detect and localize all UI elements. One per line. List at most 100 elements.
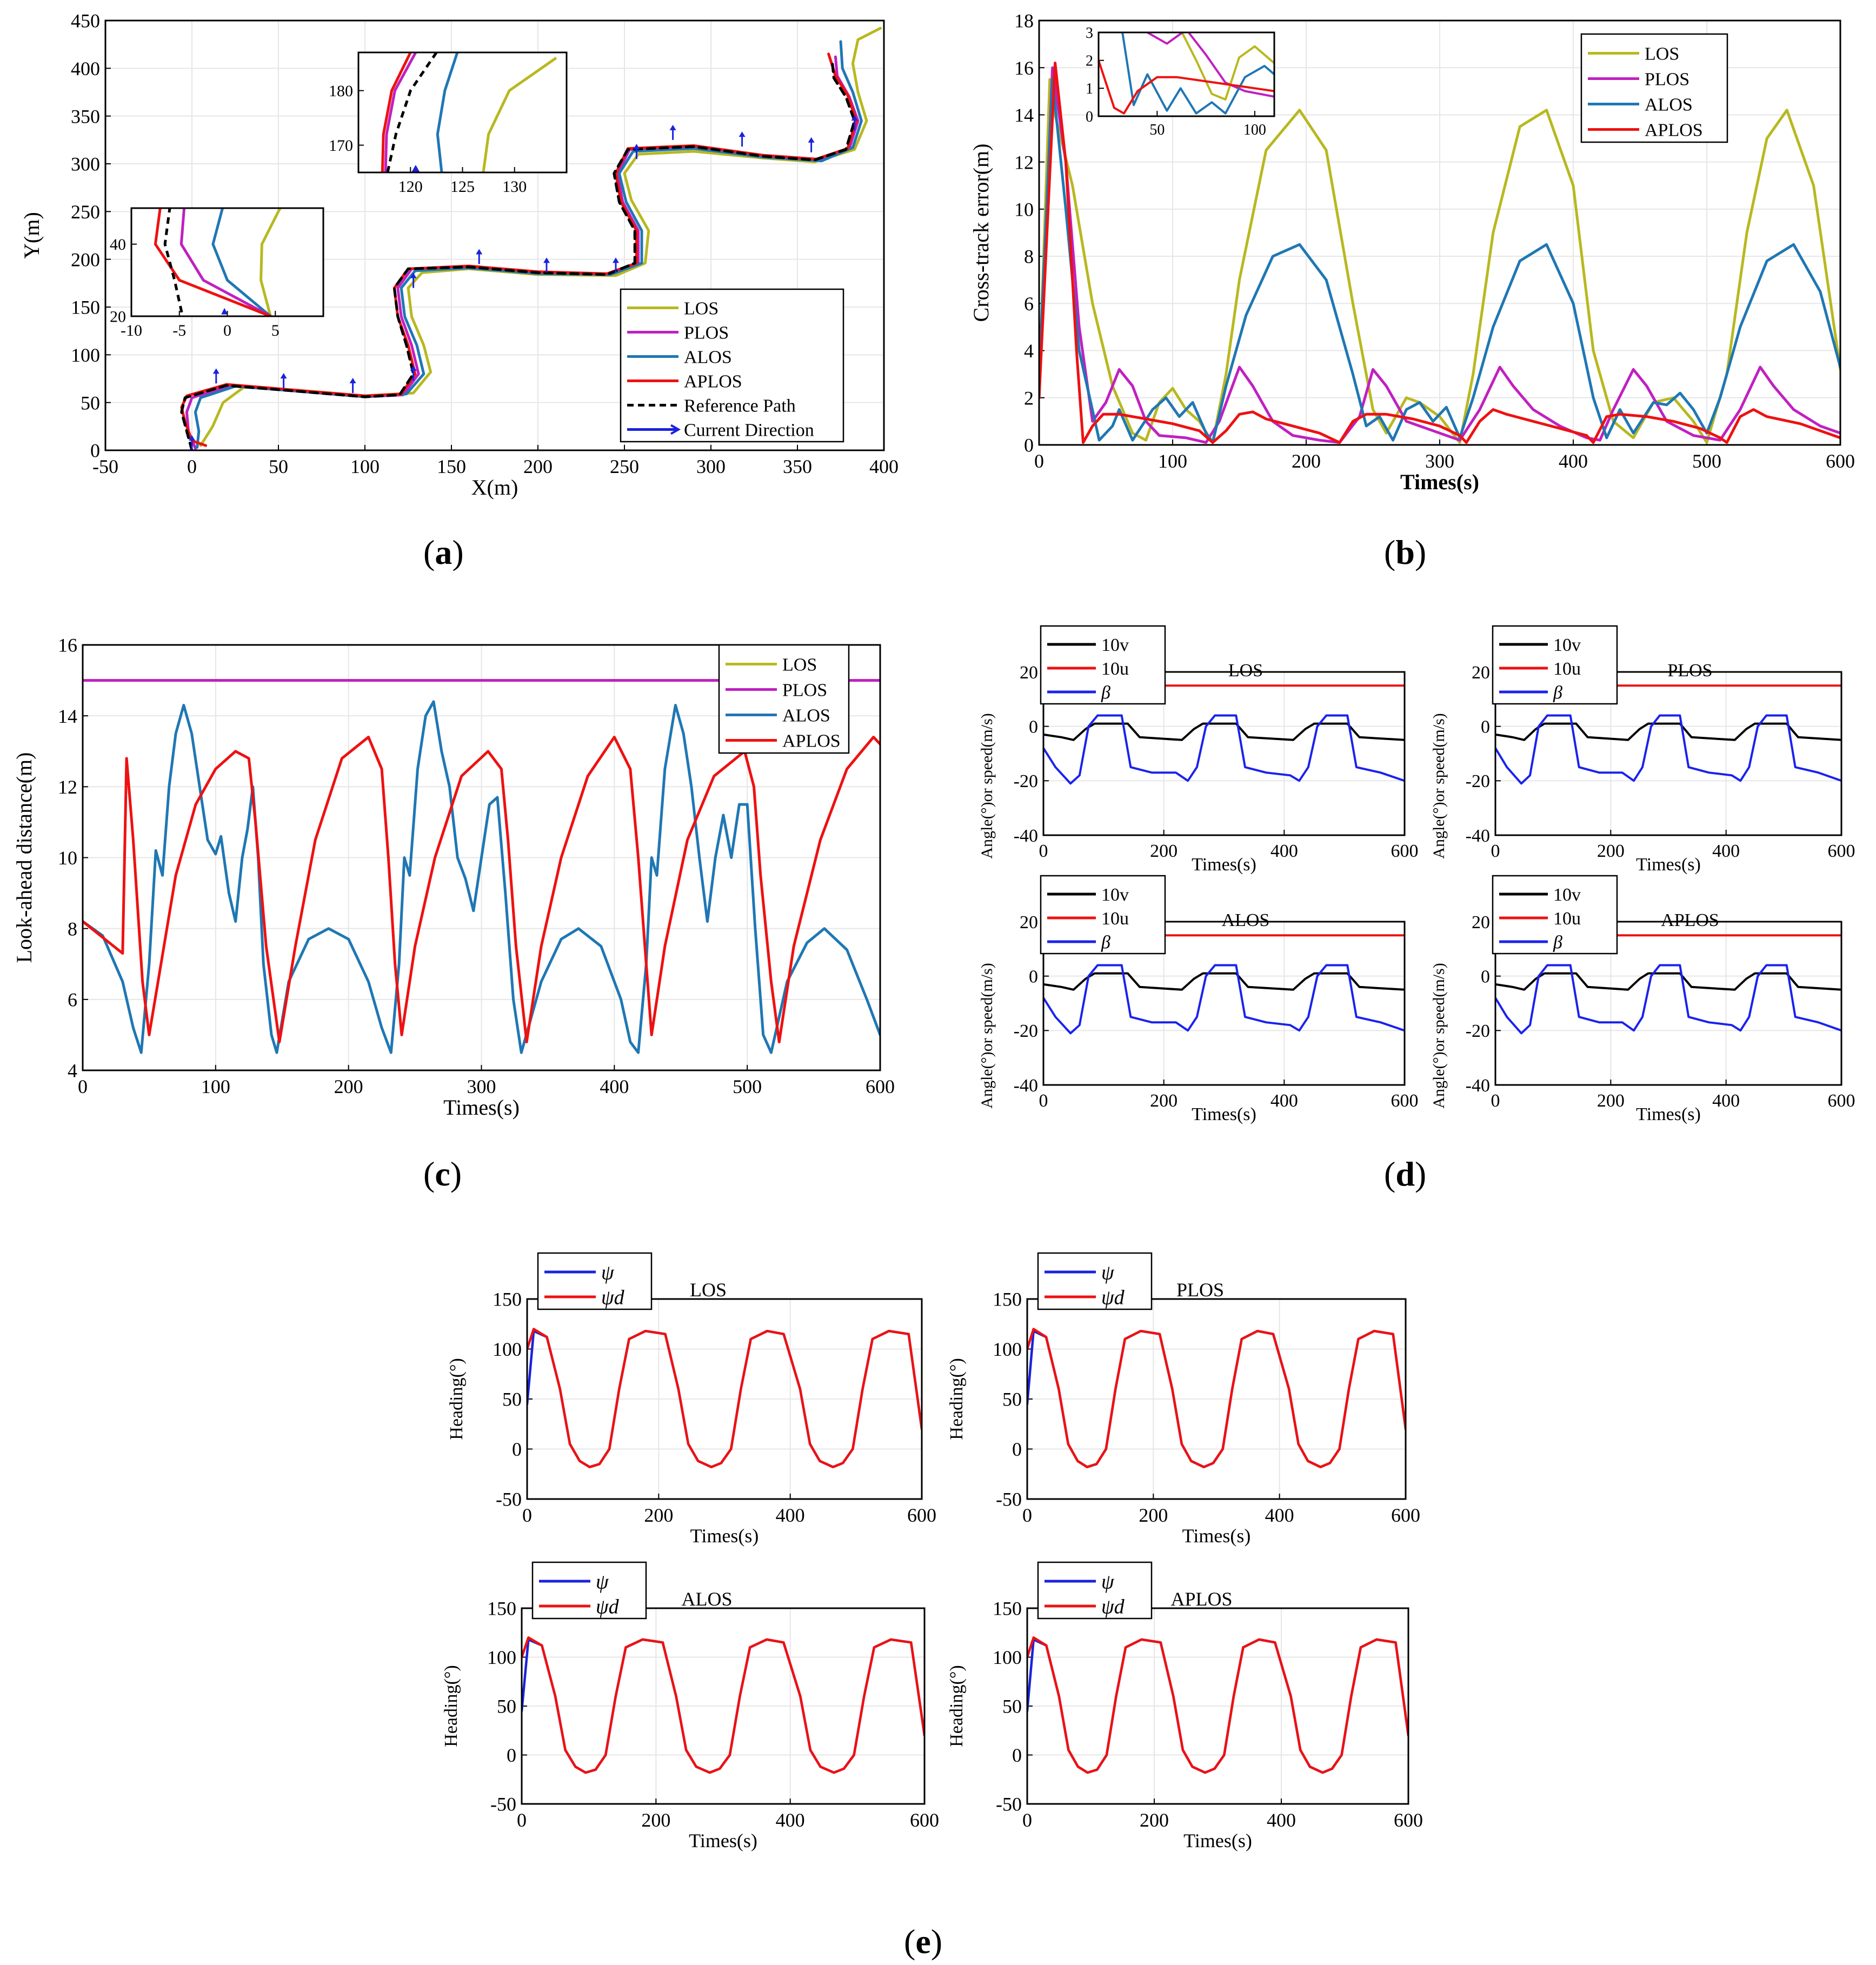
- chart-a-direction-arrowhead: [280, 373, 287, 379]
- chart-a-x-axis-label: X(m): [471, 475, 518, 499]
- chart-e-plos-y-tick-label: -50: [996, 1489, 1022, 1510]
- chart-d-alos-y-tick-label: 0: [1029, 967, 1038, 987]
- chart-e-aplos-title: APLOS: [1170, 1588, 1232, 1610]
- chart-c-y-tick-label: 10: [58, 847, 77, 869]
- chart-d-plos-y-tick-label: -40: [1466, 826, 1490, 846]
- chart-d-plos-frame: [1494, 671, 1842, 836]
- chart-a-x-tick-label: 300: [696, 456, 726, 477]
- chart-a-legend-label: ALOS: [684, 347, 732, 367]
- chart-b-x-tick-label: 200: [1292, 450, 1321, 472]
- chart-d-los-title: LOS: [1228, 661, 1263, 681]
- chart-d-aplos-y-tick-label: 20: [1472, 912, 1490, 932]
- chart-a-y-tick-label: 250: [71, 201, 100, 223]
- chart-a-inset2-x-tick-label: 125: [450, 178, 475, 196]
- chart-e-aplos-frame: [1026, 1607, 1409, 1805]
- chart-e-alos-y-tick-label: 100: [487, 1647, 516, 1668]
- chart-c-frame: [82, 644, 881, 1071]
- chart-a-inset1-y-tick-label: 40: [110, 236, 126, 254]
- chart-a-y-tick-label: 100: [71, 344, 100, 366]
- chart-b-y-axis-label: Cross-track error(m): [969, 144, 993, 322]
- chart-d-aplos-series-beta: [1495, 964, 1841, 1035]
- chart-b-inset-y-tick-label: 3: [1086, 25, 1093, 42]
- chart-e-alos-x-axis-label: Times(s): [689, 1830, 757, 1851]
- chart-d-plos-legend-label: 10u: [1553, 659, 1581, 679]
- chart-b-inset-series-alos: [1121, 32, 1274, 115]
- chart-b-y-tick-label: 14: [1014, 104, 1034, 126]
- chart-a-inset1-series-alos: [211, 208, 272, 316]
- chart-e-alos-y-tick-label: 150: [487, 1598, 516, 1620]
- chart-e-alos-y-axis-label: Heading(°): [441, 1665, 461, 1747]
- chart-e-alos-legend-label: ψ: [596, 1570, 609, 1593]
- chart-e-los-legend-label: ψd: [601, 1286, 625, 1309]
- chart-a-inset1-series-aplos: [154, 208, 271, 316]
- chart-a-direction-arrowhead: [633, 144, 640, 150]
- chart-a-inset2-series-aplos: [381, 52, 412, 172]
- chart-d-plos-y-tick-label: 20: [1472, 663, 1490, 683]
- chart-a-direction-arrowhead: [410, 365, 417, 371]
- chart-a-direction-arrowhead: [212, 368, 219, 374]
- chart-e-aplos-x-tick-label: 0: [1022, 1809, 1032, 1831]
- chart-b-inset-y-tick-label: 2: [1086, 52, 1093, 69]
- chart-d-alos-x-tick-label: 600: [1391, 1091, 1419, 1111]
- chart-d-aplos-legend-label: β: [1553, 932, 1562, 952]
- chart-e-plos-frame: [1026, 1298, 1407, 1500]
- chart-d-aplos-title: APLOS: [1661, 910, 1719, 930]
- chart-e-plos-x-tick-label: 0: [1022, 1504, 1032, 1526]
- chart-b-inset-series-aplos: [1099, 59, 1274, 115]
- chart-a-inset1-arrowhead: [221, 308, 228, 315]
- chart-d-aplos-frame: [1494, 921, 1842, 1086]
- chart-d-alos-y-tick-label: -20: [1014, 1021, 1038, 1041]
- chart-e-plos-x-tick-label: 400: [1265, 1504, 1294, 1526]
- chart-b-legend-label: PLOS: [1645, 69, 1689, 89]
- chart-e-los-x-tick-label: 0: [522, 1504, 532, 1526]
- chart-e-los-y-tick-label: 100: [493, 1338, 522, 1360]
- chart-b-y-tick-label: 0: [1024, 435, 1034, 456]
- chart-d-los-x-tick-label: 200: [1150, 841, 1178, 861]
- chart-e-plos-y-tick-label: 150: [993, 1289, 1022, 1310]
- chart-b-legend-label: ALOS: [1645, 95, 1693, 115]
- chart-e-los-legend-box: [537, 1252, 653, 1310]
- chart-a-series-reference-path: [180, 57, 856, 450]
- chart-d-los-series-beta: [1043, 714, 1405, 785]
- chart-e-los-series-psi-d: [527, 1328, 922, 1469]
- chart-b-inset-series-los: [1166, 32, 1274, 101]
- chart-d-alos-title: ALOS: [1222, 910, 1270, 930]
- chart-e-plos-legend-label: ψ: [1101, 1261, 1115, 1284]
- chart-c-y-tick-label: 6: [68, 989, 77, 1010]
- chart-e-alos-y-tick-label: 50: [497, 1696, 516, 1717]
- chart-e-alos-frame: [521, 1607, 926, 1805]
- chart-b-x-tick-label: 300: [1425, 450, 1454, 472]
- chart-e-alos-x-tick-label: 400: [776, 1809, 805, 1831]
- chart-d-los-frame: [1042, 671, 1406, 836]
- chart-a-direction-arrowhead: [543, 257, 550, 263]
- chart-e-los-legend-label: ψ: [601, 1261, 615, 1284]
- panel-label-c: (c): [423, 1155, 462, 1193]
- panel-label-b: (b): [1384, 533, 1427, 571]
- chart-d-los-y-tick-label: 0: [1029, 717, 1038, 737]
- chart-a-y-tick-label: 200: [71, 249, 100, 270]
- chart-b-inset-x-tick-label: 100: [1243, 122, 1266, 138]
- chart-d-alos-y-tick-label: -40: [1014, 1076, 1038, 1096]
- chart-e-aplos-y-tick-label: -50: [996, 1794, 1022, 1815]
- chart-b-y-tick-label: 12: [1014, 151, 1034, 173]
- chart-a-inset2-plot-area: [358, 52, 567, 172]
- chart-d-aplos: 0 200 400 600 -40 -20 0 20 APLOS Times(s) Angle(°)…: [1430, 875, 1855, 1124]
- chart-d-alos-frame: [1042, 921, 1406, 1086]
- chart-e-los-y-tick-label: 50: [502, 1389, 522, 1410]
- chart-e-los-y-tick-label: -50: [496, 1489, 522, 1510]
- chart-a-x-tick-label: 150: [437, 456, 466, 477]
- chart-c-y-tick-label: 14: [58, 705, 77, 727]
- chart-b-series-plos: [1039, 66, 1840, 444]
- chart-a-direction-arrowhead: [410, 272, 417, 278]
- chart-c-legend-label: PLOS: [782, 680, 827, 700]
- chart-e-plos-y-axis-label: Heading(°): [947, 1358, 967, 1440]
- chart-e-plos-y-tick-label: 100: [993, 1338, 1022, 1360]
- chart-d-alos-y-axis-label: Angle(°)or speed(m/s): [978, 963, 996, 1108]
- chart-d-plos-y-axis-label: Angle(°)or speed(m/s): [1430, 713, 1448, 858]
- chart-d-los-x-tick-label: 400: [1270, 841, 1298, 861]
- chart-b: 0 100 200 300 400 500 600024681012141618Times(…: [969, 10, 1855, 494]
- chart-e-alos-x-tick-label: 200: [641, 1809, 670, 1831]
- chart-d-aplos-y-tick-label: -20: [1466, 1021, 1490, 1041]
